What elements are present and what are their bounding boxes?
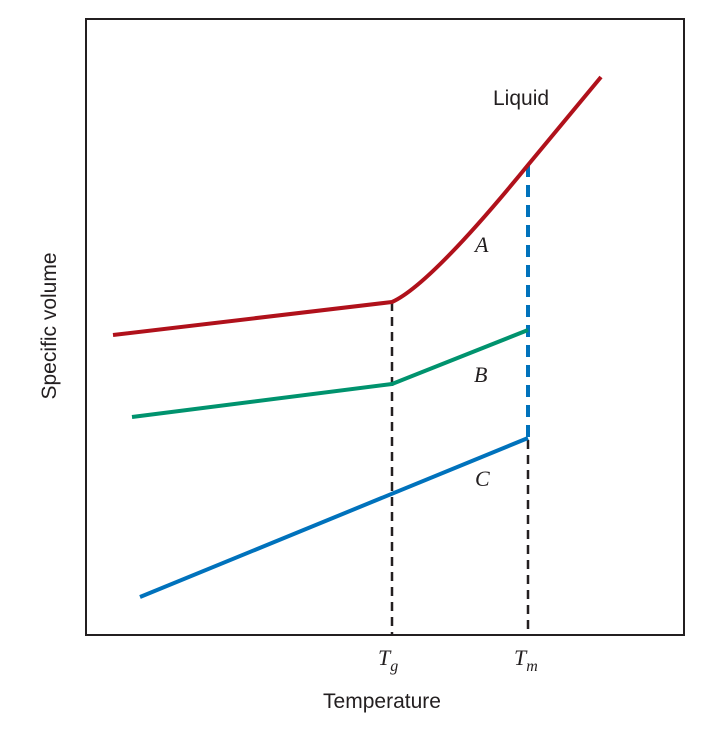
- tm-tick-label: Tm: [514, 645, 538, 675]
- plot-frame: [85, 18, 685, 636]
- curve-a-liquid-glass: [112, 75, 603, 337]
- liquid-label: Liquid: [493, 87, 549, 110]
- curve-b-label: B: [474, 362, 487, 387]
- curve-a-label: A: [473, 232, 489, 257]
- curve-b: [131, 328, 529, 419]
- curve-c-label: C: [475, 466, 490, 491]
- tg-tick-label: Tg: [378, 645, 398, 675]
- curve-c-crystalline: [139, 436, 529, 599]
- x-axis-label: Temperature: [323, 690, 441, 713]
- y-axis-label: Specific volume: [38, 252, 61, 399]
